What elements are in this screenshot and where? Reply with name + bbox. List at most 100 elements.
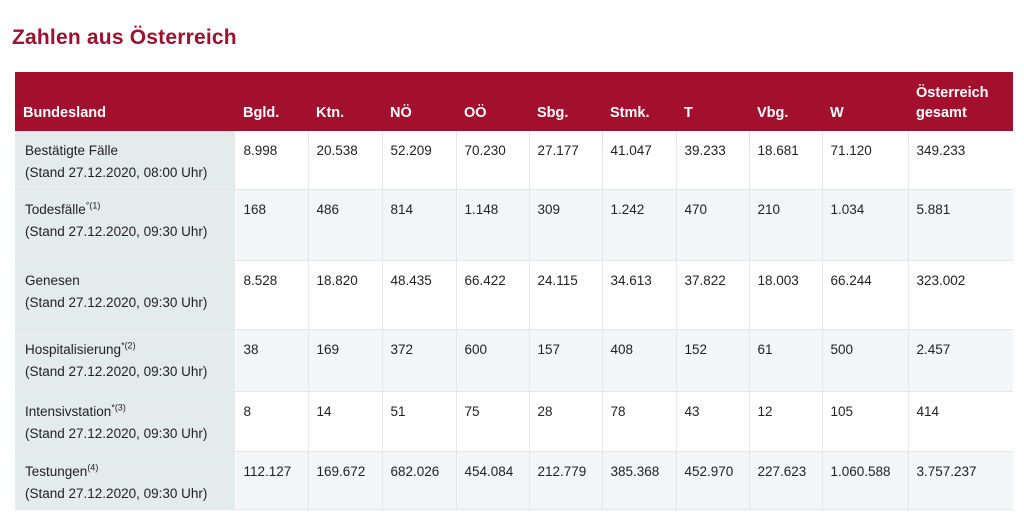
table-cell: 70.230 bbox=[456, 131, 530, 190]
table-cell: 28 bbox=[529, 391, 603, 452]
row-label-text: Genesen bbox=[25, 272, 80, 288]
row-label-cell: Testungen(4) (Stand 27.12.2020, 09:30 Uhr… bbox=[15, 451, 236, 510]
table-cell: 43 bbox=[676, 391, 750, 452]
row-stand-date: (Stand 27.12.2020, 08:00 Uhr) bbox=[25, 165, 208, 180]
table-cell: 66.244 bbox=[822, 260, 909, 330]
row-stand-date: (Stand 27.12.2020, 09:30 Uhr) bbox=[25, 223, 208, 239]
table-cell: 18.003 bbox=[749, 260, 823, 330]
table-cell: 349.233 bbox=[908, 131, 1013, 190]
header-ktn: Ktn. bbox=[308, 72, 382, 131]
table-cell: 486 bbox=[308, 189, 383, 261]
row-stand-date: (Stand 27.12.2020, 09:30 Uhr) bbox=[25, 425, 208, 441]
row-label-text: Intensivstation bbox=[25, 403, 112, 419]
table-cell: 227.623 bbox=[749, 451, 823, 510]
table-cell: 414 bbox=[908, 391, 1013, 452]
table-cell: 61 bbox=[749, 329, 823, 392]
table-cell: 34.613 bbox=[602, 260, 677, 330]
table-cell: 8.998 bbox=[235, 131, 309, 190]
table-cell: 470 bbox=[676, 189, 750, 261]
table-cell: 66.422 bbox=[456, 260, 530, 330]
table-cell: 18.681 bbox=[749, 131, 823, 190]
table-cell: 600 bbox=[456, 329, 530, 392]
table-cell: 169 bbox=[308, 329, 383, 392]
footnote-marker: (4) bbox=[87, 462, 99, 472]
table-row: Genesen (Stand 27.12.2020, 09:30 Uhr) 8.52… bbox=[15, 260, 1013, 330]
table-cell: 38 bbox=[235, 329, 309, 392]
header-oesterreich-line2: gesamt bbox=[916, 105, 967, 121]
table-cell: 814 bbox=[382, 189, 457, 261]
header-t: T bbox=[676, 72, 749, 131]
header-bundesland: Bundesland bbox=[15, 72, 235, 131]
row-stand-date: (Stand 27.12.2020, 09:30 Uhr) bbox=[25, 485, 208, 501]
table-cell: 112.127 bbox=[235, 451, 309, 510]
table-row: Hospitalisierung*(2) (Stand 27.12.2020, 0… bbox=[15, 329, 1013, 392]
table-cell: 1.034 bbox=[822, 189, 909, 261]
header-noe: NÖ bbox=[382, 72, 456, 131]
table-cell: 169.672 bbox=[308, 451, 383, 510]
row-stand-date: (Stand 27.12.2020, 09:30 Uhr) bbox=[25, 363, 208, 379]
footnote-marker: °(1) bbox=[85, 200, 101, 210]
table-cell: 385.368 bbox=[602, 451, 677, 510]
header-stmk: Stmk. bbox=[602, 72, 676, 131]
table-cell: 210 bbox=[749, 189, 823, 261]
table-cell: 12 bbox=[749, 391, 823, 452]
table-row: Testungen(4) (Stand 27.12.2020, 09:30 Uhr… bbox=[15, 451, 1013, 510]
header-vbg: Vbg. bbox=[749, 72, 822, 131]
row-label-text: Todesfälle bbox=[25, 201, 86, 217]
table-cell: 454.084 bbox=[456, 451, 530, 510]
table-cell: 51 bbox=[382, 391, 457, 452]
table-cell: 8 bbox=[235, 391, 309, 452]
row-label: Bestätigte Fälle bbox=[25, 140, 227, 162]
table-cell: 41.047 bbox=[602, 131, 677, 190]
table-cell: 212.779 bbox=[529, 451, 603, 510]
table-cell: 105 bbox=[822, 391, 909, 452]
table-cell: 3.757.237 bbox=[908, 451, 1013, 510]
table-cell: 52.209 bbox=[382, 131, 457, 190]
table-cell: 372 bbox=[382, 329, 457, 392]
table-cell: 78 bbox=[602, 391, 677, 452]
table-cell: 309 bbox=[529, 189, 603, 261]
row-label: Hospitalisierung*(2) bbox=[25, 339, 227, 361]
table-cell: 27.177 bbox=[529, 131, 603, 190]
table-cell: 1.242 bbox=[602, 189, 677, 261]
table-cell: 18.820 bbox=[308, 260, 383, 330]
row-label-text: Hospitalisierung bbox=[25, 341, 122, 357]
table-cell: 1.148 bbox=[456, 189, 530, 261]
row-label: Testungen(4) bbox=[25, 461, 227, 483]
row-label-cell: Genesen (Stand 27.12.2020, 09:30 Uhr) bbox=[15, 260, 236, 330]
table-cell: 1.060.588 bbox=[822, 451, 909, 510]
row-label-cell: Hospitalisierung*(2) (Stand 27.12.2020, 0… bbox=[15, 329, 236, 392]
table-cell: 71.120 bbox=[822, 131, 909, 190]
row-label-cell: Todesfälle°(1) (Stand 27.12.2020, 09:30 U… bbox=[15, 189, 236, 261]
row-label-cell: Intensivstation*(3) (Stand 27.12.2020, 09… bbox=[15, 391, 236, 452]
table-cell: 37.822 bbox=[676, 260, 750, 330]
header-bgld: Bgld. bbox=[235, 72, 308, 131]
table-cell: 323.002 bbox=[908, 260, 1013, 330]
table-cell: 168 bbox=[235, 189, 309, 261]
table-cell: 408 bbox=[602, 329, 677, 392]
statistics-table: Bundesland Bgld. Ktn. NÖ OÖ Sbg. Stmk. T… bbox=[15, 72, 1013, 510]
table-cell: 2.457 bbox=[908, 329, 1013, 392]
row-label: Intensivstation*(3) bbox=[25, 401, 227, 423]
footnote-marker: *(3) bbox=[111, 402, 126, 412]
header-oesterreich-gesamt: Österreich gesamt bbox=[908, 72, 1013, 131]
table-cell: 48.435 bbox=[382, 260, 457, 330]
table-cell: 500 bbox=[822, 329, 909, 392]
table-cell: 75 bbox=[456, 391, 530, 452]
table-cell: 39.233 bbox=[676, 131, 750, 190]
header-oesterreich-line1: Österreich bbox=[916, 85, 989, 101]
table-cell: 5.881 bbox=[908, 189, 1013, 261]
table-cell: 14 bbox=[308, 391, 383, 452]
header-w: W bbox=[822, 72, 908, 131]
row-label-text: Bestätigte Fälle bbox=[25, 143, 119, 158]
page-title: Zahlen aus Österreich bbox=[12, 26, 237, 49]
table-cell: 20.538 bbox=[308, 131, 383, 190]
table-cell: 157 bbox=[529, 329, 603, 392]
table-cell: 452.970 bbox=[676, 451, 750, 510]
row-stand-date: (Stand 27.12.2020, 09:30 Uhr) bbox=[25, 294, 208, 310]
header-ooe: OÖ bbox=[456, 72, 529, 131]
table-row: Bestätigte Fälle (Stand 27.12.2020, 08:00… bbox=[15, 131, 1013, 190]
footnote-marker: *(2) bbox=[121, 340, 136, 350]
table-cell: 152 bbox=[676, 329, 750, 392]
row-label-text: Testungen bbox=[25, 463, 88, 479]
